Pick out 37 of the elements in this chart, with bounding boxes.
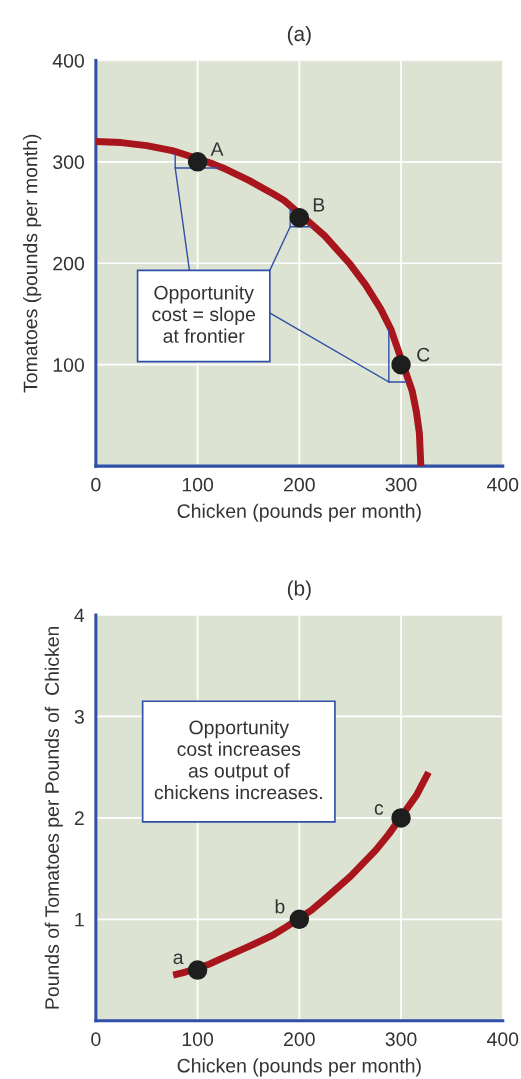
x-tick-label: 300 — [385, 1032, 417, 1047]
point — [187, 152, 208, 172]
y-tick-label: 3 — [74, 709, 84, 724]
y-tick-label: 300 — [53, 155, 84, 170]
x-axis-title: Chicken (pounds per month) — [177, 1058, 421, 1077]
annotation: Opportunity cost increases as output of chickens increases. — [154, 720, 322, 800]
x-tick-label: 400 — [486, 1032, 519, 1047]
point — [289, 909, 310, 930]
y-tick-label: 4 — [74, 608, 85, 623]
x-tick-label: 100 — [182, 477, 214, 492]
annotation: A — [210, 142, 224, 156]
point — [391, 354, 411, 375]
y-axis-title: Pounds of Tomatoes per Pounds of Chicken — [44, 626, 63, 1009]
annotation: Opportunity cost = slope at frontier — [152, 285, 255, 343]
x-tick-label: 300 — [385, 477, 417, 492]
chart-title: (a) — [287, 25, 311, 46]
x-axis-title: Chicken (pounds per month) — [177, 503, 421, 522]
y-axis-title: Tomatoes (pounds per month) — [23, 134, 42, 393]
annotation: c — [374, 804, 384, 815]
x-tick-label: 200 — [284, 1032, 315, 1047]
annotation: a — [173, 953, 184, 965]
x-tick-label: 200 — [284, 477, 315, 492]
point — [187, 960, 208, 980]
y-tick-label: 100 — [53, 358, 84, 372]
point — [391, 808, 411, 828]
annotation: C — [417, 347, 430, 362]
x-tick-label: 0 — [91, 1032, 101, 1047]
x-tick-label: 400 — [486, 477, 519, 492]
y-tick-label: 2 — [74, 811, 84, 825]
x-tick-label: 0 — [91, 477, 101, 492]
chart-title: (b) — [287, 580, 311, 600]
annotation: B — [313, 198, 325, 212]
x-tick-label: 100 — [182, 1032, 214, 1047]
y-tick-label: 200 — [53, 256, 84, 271]
y-tick-label: 1 — [75, 912, 84, 927]
annotation: b — [275, 899, 285, 914]
y-tick-label: 400 — [52, 53, 84, 68]
